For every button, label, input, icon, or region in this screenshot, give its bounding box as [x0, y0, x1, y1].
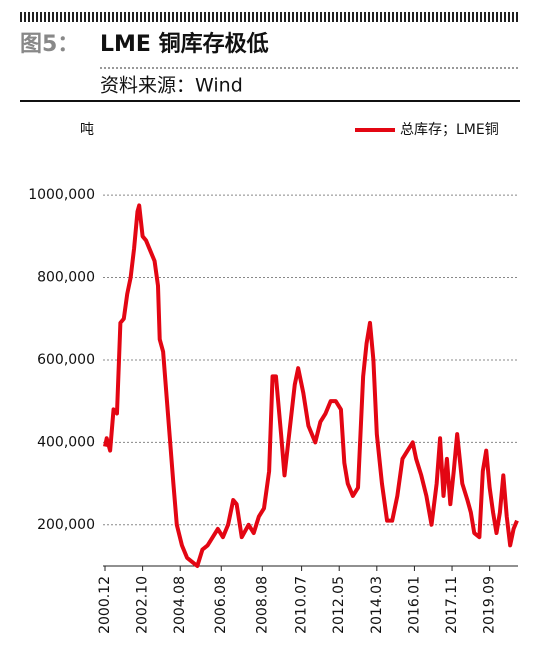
x-tick-label: 2000.12	[97, 576, 113, 634]
chart-source: 资料来源：Wind	[100, 75, 243, 97]
y-tick-label: 1000,000	[28, 187, 95, 203]
y-tick-label: 600,000	[37, 352, 95, 368]
legend-label: 总库存；LME铜	[400, 122, 499, 138]
x-tick-label: 2019.09	[482, 576, 498, 634]
x-tick-label: 2017.11	[444, 576, 460, 634]
figure-label: 图5：	[20, 32, 79, 57]
x-tick-label: 2014.03	[369, 576, 385, 634]
y-axis-label: 吨	[80, 122, 94, 138]
y-tick-label: 800,000	[37, 270, 95, 286]
x-tick-label: 2004.08	[172, 576, 188, 634]
x-tick-label: 2010.07	[294, 576, 310, 634]
x-tick-label: 2008.08	[254, 576, 270, 634]
line	[103, 203, 519, 568]
x-tick-label: 2016.01	[406, 576, 422, 634]
y-tick-label: 200,000	[37, 517, 95, 533]
chart-title: LME 铜库存极低	[100, 31, 269, 57]
y-tick-label: 400,000	[37, 434, 95, 450]
x-tick-label: 2002.10	[135, 576, 151, 634]
x-tick-label: 2012.05	[331, 576, 347, 634]
x-tick-label: 2006.08	[213, 576, 229, 634]
header-band	[20, 12, 520, 22]
